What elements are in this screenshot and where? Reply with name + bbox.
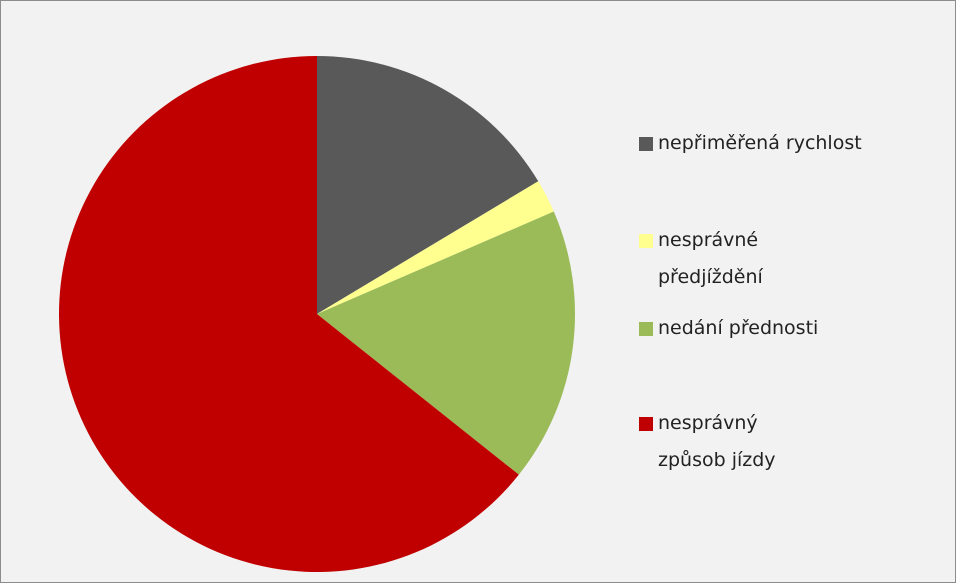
pie-slice — [317, 211, 575, 475]
legend-swatch — [639, 417, 653, 431]
legend-label: nesprávný způsob jízdy — [658, 412, 776, 471]
legend-item: nesprávný způsob jízdy — [639, 405, 829, 479]
legend-swatch — [639, 137, 653, 151]
pie-slice — [317, 56, 539, 314]
pie-slice — [58, 56, 519, 572]
legend-swatch — [639, 322, 653, 336]
legend-label: nesprávné předjíždění — [658, 229, 763, 288]
pie-slice — [317, 181, 554, 314]
legend-label: nepřiměřená rychlost — [658, 132, 862, 154]
legend-item: nepřiměřená rychlost — [639, 125, 939, 162]
legend-label: nedání přednosti — [658, 317, 819, 339]
legend-item: nedání přednosti — [639, 310, 939, 347]
legend-swatch — [639, 234, 653, 248]
legend-item: nesprávné předjíždění — [639, 222, 819, 296]
